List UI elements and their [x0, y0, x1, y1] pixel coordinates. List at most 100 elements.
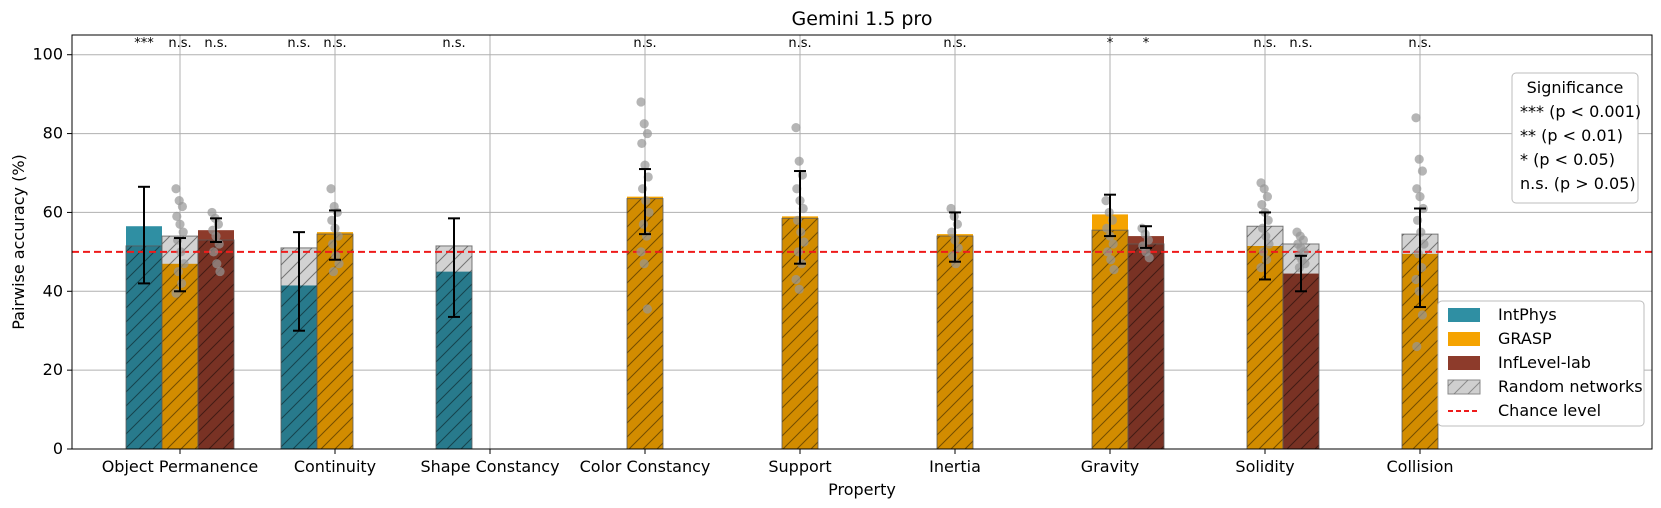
point-grasp-color-constancy-11: [636, 247, 646, 257]
point-grasp-collision-0: [1411, 113, 1421, 123]
point-inflevel-lab-object-permanence-6: [209, 247, 219, 257]
point-grasp-color-constancy-13: [642, 304, 653, 314]
point-grasp-gravity-0: [1101, 196, 1111, 206]
point-grasp-collision-2: [1417, 166, 1427, 176]
significance-inflevel-lab-object-permanence: n.s.: [204, 36, 227, 51]
point-grasp-color-constancy-8: [644, 207, 654, 218]
random-bar-inflevel-lab-gravity: [1127, 243, 1165, 450]
point-grasp-object-permanence-2: [177, 201, 187, 212]
point-grasp-continuity-9: [328, 266, 338, 277]
significance-intphys-object-permanence: ***: [134, 36, 154, 51]
significance-line-05: * (p < 0.05): [1520, 150, 1615, 169]
point-grasp-collision-3: [1412, 184, 1422, 194]
y-tick-label-80: 80: [43, 124, 63, 143]
point-grasp-support-11: [791, 274, 801, 285]
chart-title: Gemini 1.5 pro: [792, 8, 933, 30]
significance-intphys-continuity: n.s.: [287, 36, 310, 51]
point-grasp-object-permanence-10: [177, 278, 187, 288]
legend-label-inflevel: InfLevel-lab: [1498, 353, 1591, 372]
legend-frame: [1437, 300, 1645, 427]
point-grasp-collision-13: [1417, 310, 1427, 320]
x-tick-label-shape-constancy: Shape Constancy: [420, 457, 559, 476]
y-tick-label-0: 0: [53, 439, 63, 458]
legend-label-grasp: GRASP: [1498, 329, 1552, 348]
significance-marks: *** n.s. n.s. n.s. n.s. n.s. n.s. n.s. * n.s. n.s.…: [134, 36, 1431, 51]
point-grasp-gravity-7: [1106, 255, 1116, 265]
legend-label-intphys: IntPhys: [1498, 305, 1557, 324]
point-inflevel-lab-solidity-9: [1294, 263, 1304, 273]
significance-grasp-object-permanence: n.s.: [168, 36, 191, 51]
point-grasp-support-0: [791, 123, 801, 133]
point-grasp-solidity-1: [1259, 184, 1269, 194]
x-tick-label-solidity: Solidity: [1235, 457, 1294, 476]
point-grasp-support-1: [794, 156, 804, 166]
significance-grasp-gravity: *: [1107, 36, 1114, 51]
y-tick-label-60: 60: [43, 202, 63, 221]
x-tick-label-object-permanence: Object Permanence: [102, 457, 259, 476]
legend-label-chance: Chance level: [1498, 401, 1601, 420]
significance-line-01: ** (p < 0.01): [1520, 126, 1623, 145]
legend-swatch-inflevel: [1448, 356, 1480, 370]
point-grasp-color-constancy-9: [638, 219, 649, 229]
y-axis-title: Pairwise accuracy (%): [9, 154, 28, 330]
point-grasp-object-permanence-4: [175, 219, 185, 229]
point-grasp-continuity-0: [326, 184, 336, 194]
y-tick-label-20: 20: [43, 360, 63, 379]
x-tick-label-color-constancy: Color Constancy: [580, 457, 711, 476]
random-bar-inflevel-lab-object-permanence: [197, 239, 235, 450]
x-axis-title: Property: [828, 480, 896, 499]
legend-swatch-intphys: [1448, 308, 1480, 322]
point-grasp-color-constancy-12: [639, 259, 649, 269]
significance-grasp-inertia: n.s.: [943, 36, 966, 51]
legend-label-random: Random networks: [1498, 377, 1643, 396]
significance-grasp-solidity: n.s.: [1253, 36, 1276, 51]
x-tick-label-collision: Collision: [1386, 457, 1453, 476]
legend-swatch-random-hatch: [1448, 380, 1480, 394]
significance-inflevel-lab-solidity: n.s.: [1289, 36, 1312, 51]
point-grasp-inertia-0: [946, 203, 956, 214]
point-grasp-object-permanence-0: [171, 184, 181, 194]
point-grasp-solidity-8: [1264, 239, 1274, 249]
point-grasp-collision-10: [1417, 263, 1427, 273]
point-grasp-solidity-10: [1262, 255, 1272, 265]
error-bars: [138, 168, 1426, 332]
point-grasp-collision-14: [1412, 341, 1422, 352]
significance-grasp-continuity: n.s.: [323, 36, 346, 51]
point-grasp-collision-4: [1415, 192, 1425, 202]
x-tick-label-continuity: Continuity: [294, 457, 376, 476]
point-grasp-object-permanence-8: [179, 259, 189, 269]
point-grasp-color-constancy-1: [639, 119, 649, 129]
point-grasp-continuity-8: [334, 259, 344, 269]
point-grasp-collision-9: [1413, 249, 1423, 259]
axes: 0 20 40 60 80 100 Object Permanence Continuity S…: [32, 45, 1453, 476]
x-tick-label-gravity: Gravity: [1081, 457, 1139, 476]
point-grasp-solidity-3: [1257, 199, 1267, 210]
significance-box-frame: [1511, 72, 1639, 204]
significance-line-001: *** (p < 0.001): [1520, 102, 1641, 121]
point-grasp-support-8: [799, 237, 809, 247]
random-bar-grasp-continuity: [316, 233, 354, 450]
plot-frame: [71, 34, 1653, 450]
point-grasp-solidity-9: [1258, 247, 1268, 257]
point-grasp-collision-1: [1414, 154, 1424, 164]
point-grasp-object-permanence-3: [172, 211, 182, 221]
point-inflevel-lab-object-permanence-8: [215, 266, 225, 277]
significance-grasp-color-constancy: n.s.: [633, 36, 656, 51]
point-grasp-support-9: [793, 247, 804, 257]
x-tick-label-inertia: Inertia: [929, 457, 981, 476]
point-grasp-color-constancy-2: [642, 128, 653, 139]
legend-swatch-grasp: [1448, 332, 1480, 346]
significance-box-title: Significance: [1527, 78, 1624, 97]
point-grasp-color-constancy-4: [640, 160, 650, 170]
significance-box: Significance *** (p < 0.001) ** (p < 0.0…: [1511, 72, 1641, 204]
significance-grasp-support: n.s.: [788, 36, 811, 51]
significance-inflevel-lab-gravity: *: [1143, 36, 1150, 51]
y-tick-label-100: 100: [32, 45, 63, 64]
point-grasp-color-constancy-3: [637, 138, 647, 149]
point-grasp-object-permanence-9: [173, 266, 183, 277]
point-grasp-color-constancy-0: [636, 97, 646, 107]
point-inflevel-lab-object-permanence-7: [212, 259, 222, 269]
point-grasp-support-12: [794, 284, 804, 294]
point-grasp-gravity-6: [1103, 247, 1113, 257]
